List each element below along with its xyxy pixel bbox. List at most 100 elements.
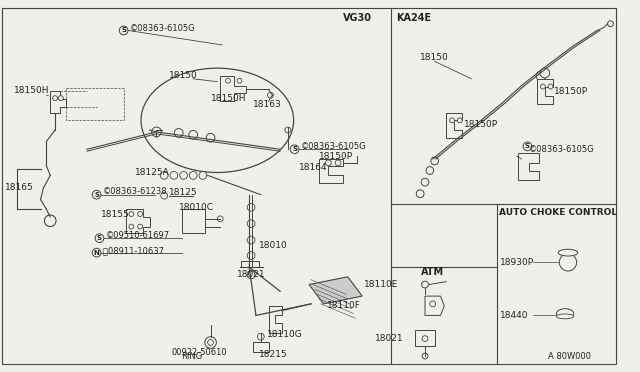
Polygon shape xyxy=(182,209,205,233)
Ellipse shape xyxy=(556,309,573,318)
Text: 18150H: 18150H xyxy=(13,86,49,95)
Circle shape xyxy=(52,96,58,100)
Polygon shape xyxy=(125,209,150,233)
Ellipse shape xyxy=(556,314,573,319)
Circle shape xyxy=(174,129,183,137)
Text: S: S xyxy=(525,143,530,150)
Text: 18164: 18164 xyxy=(300,163,328,172)
Circle shape xyxy=(161,171,168,179)
Circle shape xyxy=(326,160,332,166)
Circle shape xyxy=(180,171,188,179)
Circle shape xyxy=(431,157,438,165)
Circle shape xyxy=(218,216,223,222)
Text: Ⓞ0​8911-10637: Ⓞ0​8911-10637 xyxy=(103,246,164,255)
Circle shape xyxy=(189,171,197,179)
Text: S: S xyxy=(292,146,297,152)
Circle shape xyxy=(170,171,178,179)
Circle shape xyxy=(225,78,230,83)
Text: N: N xyxy=(93,250,100,256)
Text: 18021: 18021 xyxy=(375,334,404,343)
Text: 18125: 18125 xyxy=(169,188,198,197)
Text: ©08363-61238: ©08363-61238 xyxy=(102,187,167,196)
Text: 18110E: 18110E xyxy=(364,280,398,289)
Circle shape xyxy=(247,252,255,259)
Circle shape xyxy=(92,248,101,257)
Circle shape xyxy=(268,92,273,98)
Text: AUTO CHOKE CONTROL: AUTO CHOKE CONTROL xyxy=(499,208,618,217)
Polygon shape xyxy=(537,79,552,104)
Circle shape xyxy=(540,68,550,78)
Polygon shape xyxy=(50,92,66,113)
Circle shape xyxy=(422,336,428,341)
Text: VG30: VG30 xyxy=(343,13,372,23)
Text: 18150P: 18150P xyxy=(463,120,498,129)
Circle shape xyxy=(152,127,161,137)
Circle shape xyxy=(422,353,428,359)
Text: S: S xyxy=(94,192,99,198)
Polygon shape xyxy=(269,306,282,333)
Text: 18150P: 18150P xyxy=(554,87,589,96)
Circle shape xyxy=(523,142,532,151)
Text: S: S xyxy=(97,235,102,241)
Text: A 80W000: A 80W000 xyxy=(548,352,591,360)
Polygon shape xyxy=(241,262,259,267)
Text: 18010: 18010 xyxy=(259,241,287,250)
Circle shape xyxy=(119,26,128,35)
Polygon shape xyxy=(309,277,362,304)
Text: KA24E: KA24E xyxy=(396,13,431,23)
Text: 18010C: 18010C xyxy=(179,203,214,212)
Circle shape xyxy=(536,71,546,81)
Circle shape xyxy=(450,118,454,123)
Circle shape xyxy=(189,131,198,139)
Text: ©09510-61697: ©09510-61697 xyxy=(106,231,170,240)
Text: ©08363-6105G: ©08363-6105G xyxy=(129,24,195,33)
Circle shape xyxy=(285,127,291,133)
Circle shape xyxy=(247,220,255,228)
Circle shape xyxy=(426,167,434,174)
Text: S: S xyxy=(121,28,126,33)
Circle shape xyxy=(540,84,545,89)
Text: ©08363-6105G: ©08363-6105G xyxy=(301,142,367,151)
Circle shape xyxy=(95,234,104,243)
Ellipse shape xyxy=(141,68,294,173)
Polygon shape xyxy=(415,330,435,346)
Text: 18215: 18215 xyxy=(259,350,287,359)
Circle shape xyxy=(257,333,264,340)
Circle shape xyxy=(422,281,428,288)
Text: 18150H: 18150H xyxy=(211,94,246,103)
Circle shape xyxy=(44,215,56,227)
Text: 18155: 18155 xyxy=(101,209,130,218)
Circle shape xyxy=(247,271,255,279)
Polygon shape xyxy=(518,153,539,180)
Text: 18110F: 18110F xyxy=(326,301,360,310)
Polygon shape xyxy=(319,159,343,183)
Text: ATM: ATM xyxy=(421,267,444,277)
Circle shape xyxy=(548,84,553,89)
Text: RING: RING xyxy=(182,352,203,362)
Text: 18930P: 18930P xyxy=(500,258,534,267)
Circle shape xyxy=(138,224,143,229)
Circle shape xyxy=(291,145,299,154)
Polygon shape xyxy=(425,296,444,315)
Text: 18150P: 18150P xyxy=(319,151,353,161)
Polygon shape xyxy=(253,343,269,352)
Polygon shape xyxy=(220,76,246,101)
Circle shape xyxy=(335,160,341,166)
Circle shape xyxy=(58,96,63,100)
Text: 18150: 18150 xyxy=(169,71,198,80)
Circle shape xyxy=(416,190,424,198)
Text: 18125A: 18125A xyxy=(135,168,170,177)
Circle shape xyxy=(129,212,134,217)
Circle shape xyxy=(247,203,255,211)
Circle shape xyxy=(559,254,577,271)
Circle shape xyxy=(247,236,255,244)
Circle shape xyxy=(205,337,216,348)
Polygon shape xyxy=(446,113,461,138)
Text: 18150: 18150 xyxy=(420,53,449,62)
Text: 00922-50610: 00922-50610 xyxy=(172,348,228,357)
Circle shape xyxy=(430,301,436,307)
Circle shape xyxy=(129,224,134,229)
Circle shape xyxy=(237,78,242,83)
Circle shape xyxy=(161,192,168,199)
Text: 18021: 18021 xyxy=(237,270,265,279)
